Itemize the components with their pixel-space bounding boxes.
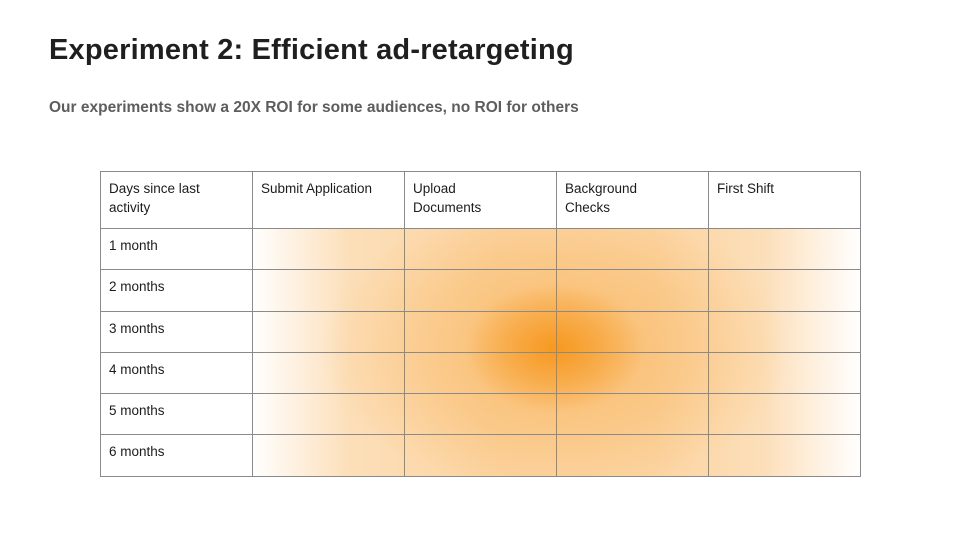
heat-cell [556, 351, 709, 395]
table-row: 4 months [100, 351, 861, 395]
slide-title: Experiment 2: Efficient ad-retargeting [49, 34, 574, 66]
heat-cell [556, 227, 709, 271]
heat-cell [708, 434, 861, 477]
heat-cell [708, 269, 861, 312]
heat-cell [252, 310, 405, 353]
column-header-submit-application: Submit Application [252, 171, 405, 229]
row-label-6-months: 6 months [100, 434, 253, 477]
heat-cell [404, 351, 557, 395]
row-label-5-months: 5 months [100, 393, 253, 436]
header-row: Days since last activity Submit Applicat… [100, 171, 861, 229]
table-row: 6 months [100, 434, 861, 477]
heat-cell [708, 227, 861, 271]
heat-cell [404, 310, 557, 353]
heat-cell [708, 351, 861, 395]
table-row: 3 months [100, 310, 861, 353]
heat-cell [404, 227, 557, 271]
column-header-first-shift: First Shift [708, 171, 861, 229]
heat-cell [252, 269, 405, 312]
slide-subtitle: Our experiments show a 20X ROI for some … [49, 99, 579, 116]
heatmap-table-container: Days since last activity Submit Applicat… [100, 171, 861, 477]
row-label-3-months: 3 months [100, 310, 253, 353]
heat-cell [556, 393, 709, 436]
heat-cell [556, 434, 709, 477]
heat-cell [556, 310, 709, 353]
heat-cell [404, 269, 557, 312]
heat-cell [556, 269, 709, 312]
heat-cell [252, 393, 405, 436]
heat-cell [404, 393, 557, 436]
column-header-days-since-last-activity: Days since last activity [100, 171, 253, 229]
row-label-2-months: 2 months [100, 269, 253, 312]
heat-cell [404, 434, 557, 477]
column-header-background-checks: Background Checks [556, 171, 709, 229]
heat-cell [252, 434, 405, 477]
row-label-4-months: 4 months [100, 351, 253, 395]
heat-cell [252, 351, 405, 395]
table-row: 2 months [100, 269, 861, 312]
table-row: 1 month [100, 227, 861, 271]
heat-cell [252, 227, 405, 271]
heat-cell [708, 310, 861, 353]
row-label-1-month: 1 month [100, 227, 253, 271]
column-header-upload-documents: Upload Documents [404, 171, 557, 229]
table-row: 5 months [100, 393, 861, 436]
heat-cell [708, 393, 861, 436]
retargeting-heatmap-table: Days since last activity Submit Applicat… [100, 171, 861, 477]
